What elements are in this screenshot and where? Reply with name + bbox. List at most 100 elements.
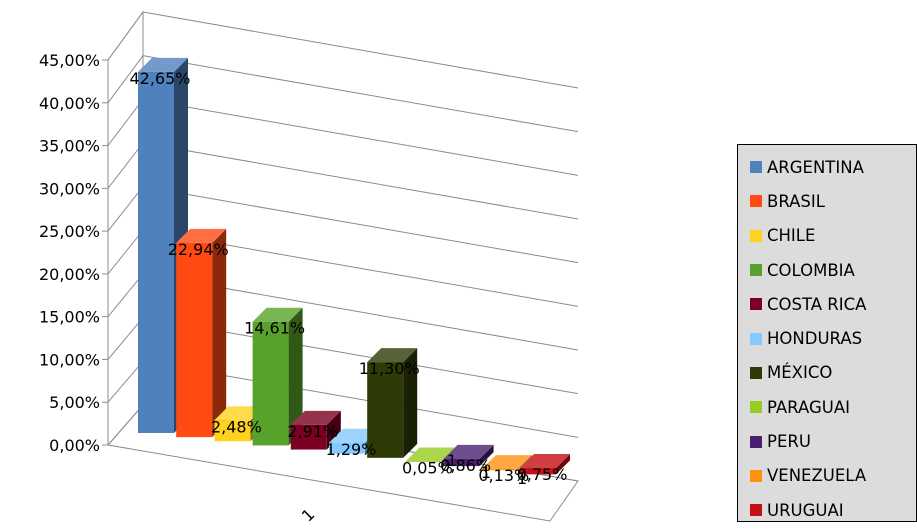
bar-top [367,348,418,363]
bar-front [252,321,289,446]
bar-front [290,424,327,450]
legend-label: PARAGUAI [767,397,850,417]
y-tick-label: 0,00% [49,436,100,455]
bar-side [517,455,532,471]
bar-side [326,410,341,450]
bar-brasil [176,228,227,438]
gridline-depth [107,230,144,275]
legend-swatch [750,298,762,311]
legend-item: PARAGUAI [750,390,916,424]
legend-label: BRASIL [767,191,825,211]
data-label: 1,29% [326,440,377,459]
bar-top [405,447,456,462]
legend-swatch [750,195,762,208]
legend-swatch [750,504,762,517]
y-tick-label: 45,00% [39,51,100,70]
bar-front [443,458,480,467]
y-tick-label: 30,00% [39,179,100,198]
bar-peru [443,444,494,467]
legend-swatch [750,229,762,242]
bar-front [329,442,365,454]
y-tick-label: 15,00% [39,308,100,327]
gridline-depth [107,317,144,360]
data-label: 0,75% [517,465,568,484]
gridline-depth [107,186,144,232]
gridline [142,186,579,264]
bar-top [252,307,303,322]
data-label: 42,65% [129,69,190,88]
legend-item: MÉXICO [750,356,916,390]
gridline-depth [107,273,144,317]
legend-item: ARGENTINA [750,150,916,184]
bar-side [212,228,227,438]
gridline [142,11,579,89]
bar-top [329,428,379,443]
y-tick-label: 40,00% [39,94,100,113]
legend-swatch [750,264,762,277]
legend-item: CHILE [750,219,916,253]
y-tick-label: 10,00% [39,350,100,369]
bar-colombia [252,307,303,446]
legend-swatch [750,401,762,414]
legend-swatch [750,435,762,448]
legend-item: COSTA RICA [750,287,916,321]
bar-front [176,242,213,438]
data-label: 0,05% [402,459,453,478]
legend-swatch [750,366,762,379]
extra-label: 1 [447,451,457,470]
legend-swatch [750,332,762,345]
bar-side [403,348,418,458]
legend-label: HONDURAS [767,329,863,349]
y-tick-label: 5,00% [49,393,100,412]
y-axis: 0,00% 5,00% 10,00% 15,00% 20,00% 25,00% 30,00%… [39,51,108,455]
bar-top [214,406,265,421]
legend-label: VENEZUELA [767,466,867,486]
bar-top [443,444,494,459]
bar-costa-rica [290,410,341,450]
gridline-depth [107,142,144,189]
bars [138,57,570,475]
bar-top [176,228,227,243]
legend-label: COSTA RICA [767,294,867,314]
legend-item: URUGUAI [750,493,916,527]
legend-item: BRASIL [750,184,916,218]
bar-side [288,307,303,446]
legend-label: ARGENTINA [767,157,864,177]
bar-front [214,420,251,442]
extra-label: 1 [481,463,491,482]
y-tick-label: 25,00% [39,222,100,241]
data-label: 2,48% [211,417,262,436]
bar-top [290,410,341,425]
bar-front [138,71,174,433]
legend-item: COLOMBIA [750,253,916,287]
gridline [142,55,579,133]
gridline-depth [107,55,144,104]
data-label: 22,94% [168,240,229,259]
data-label: 0,13% [478,466,529,485]
y-tick-label: 35,00% [39,137,100,156]
bar-side [479,444,494,467]
gridline-depth [107,99,144,146]
bar-chart: 0,00% 5,00% 10,00% 15,00% 20,00% 25,00% 30,00%… [39,10,579,526]
bar-side [556,454,570,475]
legend-swatch [750,469,762,482]
gridline-depth [107,361,144,403]
bar-top [138,57,188,72]
gridline [142,142,579,220]
bar-top [520,454,570,469]
x-tick-label: 1 [298,505,319,526]
legend-label: CHILE [767,226,816,246]
legend: ARGENTINA BRASIL CHILE COLOMBIA COSTA RICA HO… [737,144,917,522]
bar-front [367,362,404,458]
data-label: 14,61% [244,319,305,338]
legend-label: PERU [767,432,811,452]
legend-label: URUGUAI [767,500,844,520]
bar-front [481,469,518,471]
legend-item: VENEZUELA [750,459,916,493]
bar-uruguai [520,454,570,475]
legend-label: COLOMBIA [767,260,855,280]
legend-swatch [750,161,762,174]
data-label: 2,91% [287,422,338,441]
data-label: 11,30% [359,359,420,378]
legend-label: MÉXICO [767,363,833,383]
